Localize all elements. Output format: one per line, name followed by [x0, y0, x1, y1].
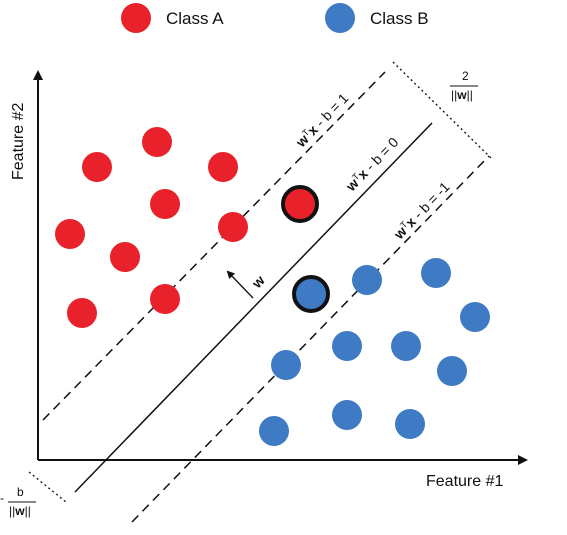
class-b-point	[271, 350, 301, 380]
lower-margin-equation: wTx - b = -1	[390, 178, 453, 242]
legend: Class A Class B	[121, 3, 429, 33]
lower-margin-line	[131, 155, 490, 523]
class-a-point	[82, 152, 112, 182]
margin-width-denominator-w: w	[456, 88, 467, 102]
lower-margin-eq-rest: - b = -1	[407, 178, 452, 224]
decision-boundary-line	[74, 122, 433, 493]
legend-label-class-a: Class A	[166, 9, 224, 28]
hyperplanes	[42, 71, 490, 523]
lower-margin-eq-t: T	[398, 219, 409, 230]
class-a-point	[55, 219, 85, 249]
support-vector-class-a	[281, 185, 319, 223]
class-a-point	[150, 284, 180, 314]
offset-indicator: - b ||w||	[0, 471, 67, 518]
margin-width-indicator: 2 ||w||	[392, 61, 492, 159]
class-a-point	[142, 127, 172, 157]
class-a-point	[150, 189, 180, 219]
class-b-point	[395, 409, 425, 439]
class-a-point	[208, 152, 238, 182]
margin-width-denominator: ||w||	[451, 88, 473, 102]
decision-eq-rest: - b = 0	[359, 134, 401, 177]
class-b-point	[259, 416, 289, 446]
y-axis-label: Feature #2	[10, 103, 27, 180]
legend-marker-class-a	[121, 3, 151, 33]
margin-width-numerator: 2	[462, 69, 469, 83]
normal-vector-label: w	[248, 272, 268, 292]
offset-denominator-w: w	[14, 504, 25, 518]
class-b-point	[332, 400, 362, 430]
offset-denominator: ||w||	[9, 504, 31, 518]
legend-marker-class-b	[325, 3, 355, 33]
class-b-point	[352, 265, 382, 295]
x-axis-label: Feature #1	[426, 473, 503, 490]
decision-eq-t: T	[350, 171, 361, 182]
normal-vector: w	[226, 270, 268, 299]
class-b-point	[332, 331, 362, 361]
legend-label-class-b: Class B	[370, 9, 429, 28]
class-b-point	[437, 356, 467, 386]
upper-margin-line	[42, 71, 386, 421]
class-b-point	[460, 302, 490, 332]
upper-margin-eq-rest: - b = 1	[309, 90, 351, 133]
class-a-points	[55, 127, 248, 328]
offset-dotted-line	[28, 471, 67, 503]
normal-vector-arrow	[226, 270, 254, 299]
class-b-point	[421, 258, 451, 288]
class-b-points	[259, 258, 490, 446]
offset-numerator: b	[17, 485, 24, 499]
upper-margin-equation: wTx - b = 1	[292, 90, 352, 151]
support-vector-class-b	[292, 275, 330, 313]
class-a-point	[110, 242, 140, 272]
offset-prefix: -	[0, 491, 4, 505]
upper-margin-eq-t: T	[300, 127, 311, 138]
class-a-point	[67, 298, 97, 328]
axes: Feature #1 Feature #2	[10, 70, 528, 490]
margin-width-dotted-line	[392, 61, 492, 159]
support-vectors	[281, 185, 330, 313]
class-a-point	[218, 212, 248, 242]
class-b-point	[391, 331, 421, 361]
